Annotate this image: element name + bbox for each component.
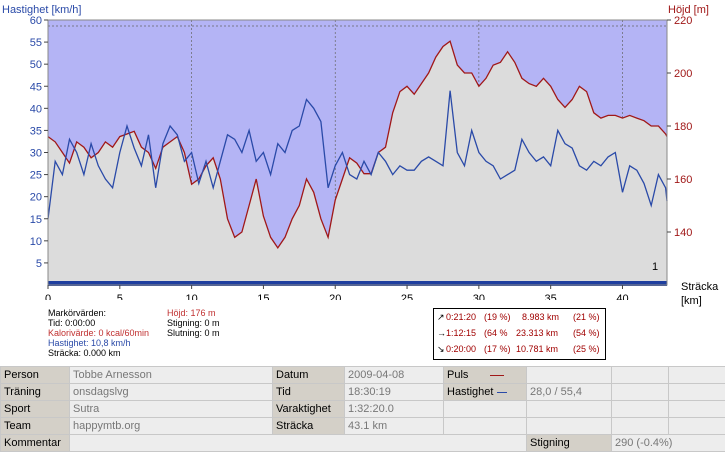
y-tick-label-left: 30 [30,148,42,160]
stats-up-time-pct: (19 %) [484,309,511,325]
marker-altitude: Höjd: 176 m [167,308,220,318]
y-tick-label-left: 25 [30,170,42,182]
table-row: Person Tobbe Arnesson Datum 2009-04-08 P… [1,367,725,384]
marker-calorie: Kalorivärde: 0 kcal/60min [48,328,149,338]
sport-label: Sport [1,401,70,418]
x-tick-label: 20 [329,293,341,300]
person-value[interactable]: Tobbe Arnesson [70,367,273,384]
y-tick-label-left: 20 [30,192,42,204]
y-tick-label-left: 35 [30,125,42,137]
y-tick-label-left: 45 [30,81,42,93]
x-axis-title: Sträcka [km] [681,280,718,308]
team-value[interactable]: happymtb.org [70,418,273,435]
table-row: Kommentar Stigning 290 (-0.4%) [1,435,725,452]
hastighet-value: 28,0 / 55,4 [527,384,612,401]
y-tick-label-left: 55 [30,37,42,49]
y-tick-label-left: 60 [30,15,42,27]
puls-label: Puls [444,367,527,384]
marker-time: Tid: 0:00:00 [48,318,149,328]
marker-distance: Sträcka: 0.000 km [48,348,149,358]
stats-up-dist: 8.983 km [522,309,559,325]
x-tick-label: 15 [257,293,269,300]
datum-value[interactable]: 2009-04-08 [345,367,444,384]
traning-value[interactable]: onsdagslvg [70,384,273,401]
stats-down-time: 0:20:00 [446,341,476,357]
marker-values-right: Höjd: 176 m Stigning: 0 m Slutning: 0 m [167,308,220,338]
tid-label: Tid [273,384,345,401]
stracka-label: Sträcka [273,418,345,435]
x-tick-label: 30 [473,293,485,300]
y-tick-label-right: 200 [674,68,692,80]
x-tick-label: 25 [401,293,413,300]
y-tick-label-left: 40 [30,103,42,115]
up-arrow-icon: ↗ [437,309,445,325]
hastighet-label: Hastighet [444,384,527,401]
x-tick-label: 0 [45,293,51,300]
x-tick-label: 5 [117,293,123,300]
table-row: Sport Sutra Varaktighet 1:32:20.0 [1,401,725,418]
stats-up-dist-pct: (21 %) [573,309,600,325]
y-tick-label-left: 50 [30,59,42,71]
workout-info-table: Person Tobbe Arnesson Datum 2009-04-08 P… [0,366,725,452]
marker-climb: Stigning: 0 m [167,318,220,328]
kommentar-label: Kommentar [1,435,70,452]
stigning-label: Stigning [527,435,612,452]
y-tick-label-left: 10 [30,236,42,248]
team-label: Team [1,418,70,435]
traning-label: Träning [1,384,70,401]
table-row: Team happymtb.org Sträcka 43.1 km [1,418,725,435]
sport-value[interactable]: Sutra [70,401,273,418]
down-arrow-icon: ↘ [437,341,445,357]
datum-label: Datum [273,367,345,384]
kommentar-value[interactable] [70,435,527,452]
table-row: Träning onsdagslvg Tid 18:30:19 Hastighe… [1,384,725,401]
right-arrow-icon: → [437,325,446,341]
stats-down-dist: 10.781 km [516,341,558,357]
stigning-value: 290 (-0.4%) [612,435,725,452]
puls-legend-line [490,375,504,376]
stats-row-down: ↘ 0:20:00 (17 %) 10.781 km (25 %) [434,341,605,357]
varaktighet-label: Varaktighet [273,401,345,418]
stats-flat-time-pct: (64 % [484,325,508,341]
hastighet-legend-line [497,392,507,393]
y-tick-label-left: 15 [30,214,42,226]
stats-row-up: ↗ 0:21:20 (19 %) 8.983 km (21 %) [434,309,605,325]
route-chart[interactable]: 1 0 5 10 15 20 25 30 35 40 5 10 15 20 25 30 35 40 45 50 55 6… [0,0,725,300]
stats-flat-dist: 23.313 km [516,325,558,341]
stats-down-time-pct: (17 %) [484,341,511,357]
x-tick-label: 10 [185,293,197,300]
stats-row-flat: → 1:12:15 (64 % 23.313 km (54 %) [434,325,605,341]
y-tick-label-right: 220 [674,15,692,27]
stats-down-dist-pct: (25 %) [573,341,600,357]
terrain-stats-box: ↗ 0:21:20 (19 %) 8.983 km (21 %) → 1:12:… [433,308,606,360]
x-tick-label: 40 [616,293,628,300]
y-tick-label-right: 140 [674,227,692,239]
end-marker-label: 1 [652,261,658,273]
stracka-value[interactable]: 43.1 km [345,418,444,435]
tid-value[interactable]: 18:30:19 [345,384,444,401]
person-label: Person [1,367,70,384]
stats-flat-dist-pct: (54 %) [573,325,600,341]
y-tick-label-left: 5 [36,258,42,270]
y-tick-label-right: 160 [674,174,692,186]
varaktighet-value[interactable]: 1:32:20.0 [345,401,444,418]
marker-speed: Hastighet: 10,8 km/h [48,338,149,348]
stats-flat-time: 1:12:15 [446,325,476,341]
marker-title: Markörvärden: [48,308,149,318]
marker-descent: Slutning: 0 m [167,328,220,338]
marker-values: Markörvärden: Tid: 0:00:00 Kalorivärde: … [48,308,149,358]
x-tick-label: 35 [545,293,557,300]
y-tick-label-right: 180 [674,121,692,133]
stats-up-time: 0:21:20 [446,309,476,325]
